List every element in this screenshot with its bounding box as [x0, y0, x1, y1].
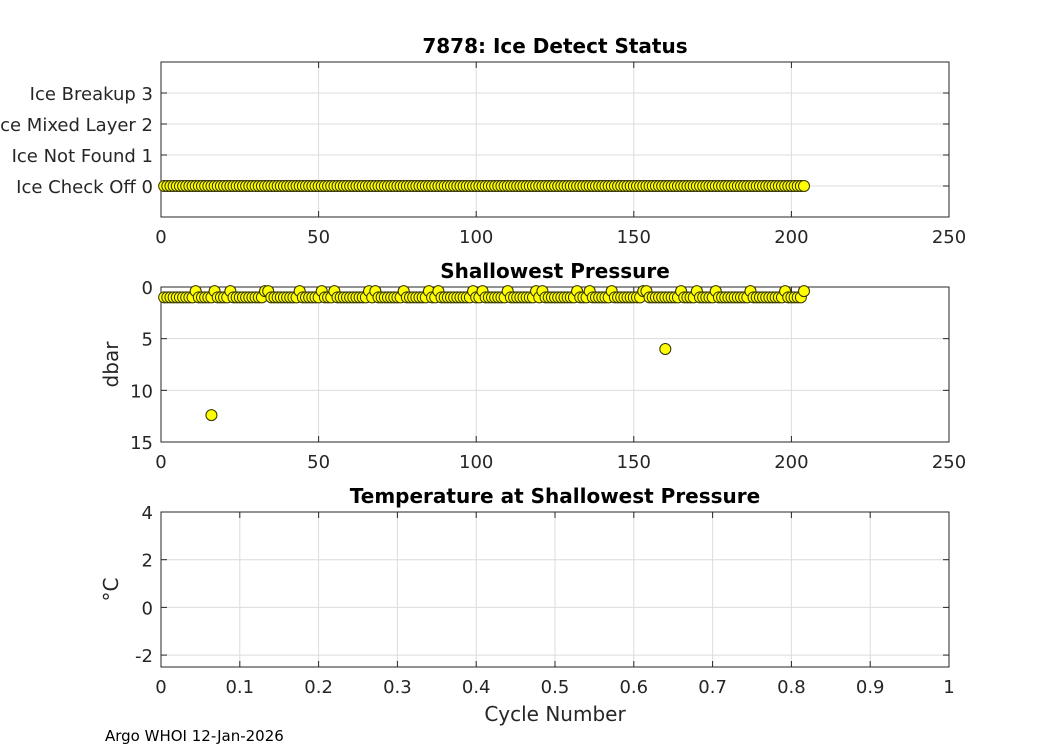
y-axis-label: °C: [99, 578, 123, 602]
x-tick-label: 250: [932, 227, 966, 248]
x-tick-label: 0.8: [777, 677, 806, 698]
y-tick-label: 15: [130, 433, 153, 454]
x-tick-label: 0: [155, 677, 166, 698]
y-tick-label: 5: [142, 330, 153, 351]
chart-title: Temperature at Shallowest Pressure: [350, 484, 760, 508]
axes-frame: [160, 286, 950, 443]
y-axis-label: dbar: [99, 341, 123, 388]
footer-text: Argo WHOI 12-Jan-2026: [105, 727, 284, 745]
data-point: [798, 285, 811, 298]
x-tick-label: 100: [459, 452, 493, 473]
y-tick-label: Ice Breakup 3: [30, 84, 153, 105]
chart-2: 0 50 100 150 200 250 0 5 10 15 Shallowest Pressure…: [99, 259, 966, 473]
y-tick-label: 4: [142, 503, 153, 524]
x-tick-label: 0.3: [383, 677, 412, 698]
x-tick-label: 200: [774, 452, 808, 473]
x-tick-label: 0.7: [698, 677, 727, 698]
x-axis-label: Cycle Number: [484, 702, 626, 726]
y-tick-label: Ice Mixed Layer 2: [0, 115, 153, 136]
x-tick-label: 0.9: [856, 677, 885, 698]
y-tick-label: 0: [142, 278, 153, 299]
y-tick-label: -2: [135, 646, 153, 667]
x-tick-label: 100: [459, 227, 493, 248]
x-tick-label: 0: [155, 227, 166, 248]
chart-title: 7878: Ice Detect Status: [422, 34, 687, 58]
x-tick-label: 0: [155, 452, 166, 473]
x-tick-label: 250: [932, 452, 966, 473]
chart-1: 0 50 100 150 200 250 Ice Check Off 0 Ice Not Fo…: [0, 34, 966, 248]
chart-3: 0 0.1 0.2 0.3 0.4 0.5 0.6 0.7 0.8 0.9 1-2024Temper…: [99, 484, 955, 726]
axes-frame: [160, 511, 950, 668]
y-tick-label: Ice Not Found 1: [12, 146, 153, 167]
x-tick-label: 50: [307, 452, 330, 473]
x-tick-label: 0.2: [304, 677, 333, 698]
data-point: [659, 343, 672, 355]
plot-area: [161, 287, 949, 442]
y-tick-label: Ice Check Off 0: [16, 177, 153, 198]
x-tick-label: 150: [617, 452, 651, 473]
x-tick-label: 0.5: [541, 677, 570, 698]
x-tick-label: 1: [943, 677, 954, 698]
axes-frame: [160, 61, 950, 218]
x-tick-label: 200: [774, 227, 808, 248]
x-tick-label: 50: [307, 227, 330, 248]
x-tick-label: 0.4: [462, 677, 491, 698]
data-point: [205, 409, 218, 422]
y-tick-label: 10: [130, 381, 153, 402]
plot-area: [161, 62, 949, 217]
y-tick-label: 2: [142, 551, 153, 572]
y-tick-label: 0: [142, 598, 153, 619]
data-point: [798, 180, 811, 192]
x-tick-label: 0.1: [225, 677, 254, 698]
chart-title: Shallowest Pressure: [440, 259, 670, 283]
x-tick-label: 0.6: [619, 677, 648, 698]
x-tick-label: 150: [617, 227, 651, 248]
